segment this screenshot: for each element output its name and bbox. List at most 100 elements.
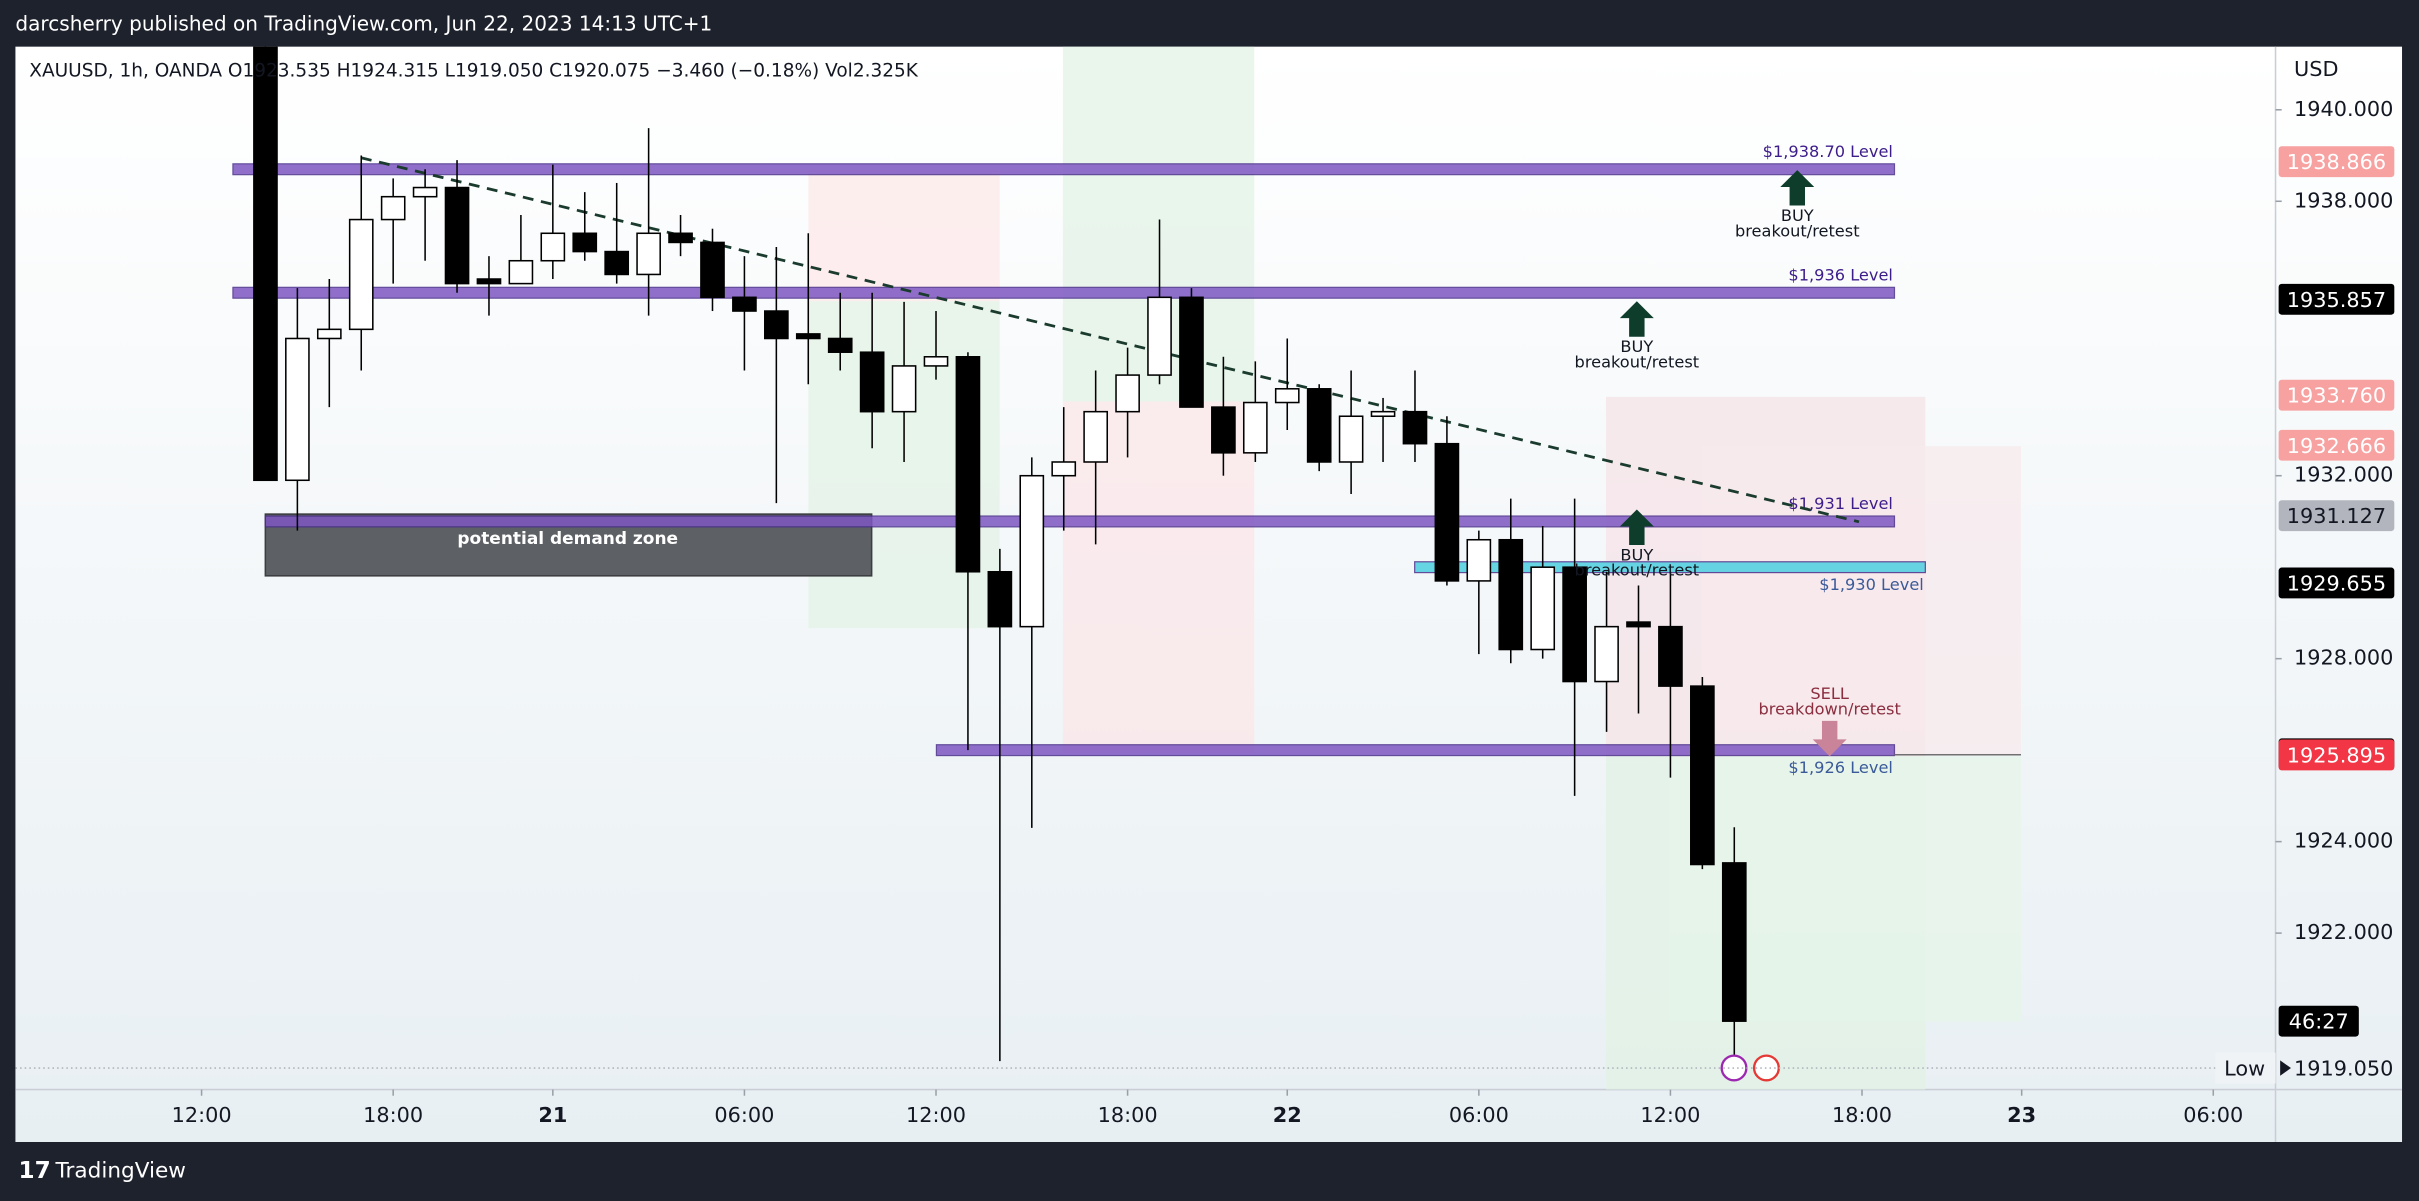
candle-body — [316, 328, 342, 340]
brand: TradingView — [55, 1158, 186, 1183]
x-tick-label: 23 — [2007, 1103, 2036, 1127]
x-tick-label: 06:00 — [2183, 1103, 2243, 1127]
level-label: $1,926 Level — [1788, 758, 1893, 777]
buy-arrow — [1780, 170, 1815, 206]
level-band — [232, 163, 1896, 176]
candle-body — [1274, 388, 1300, 404]
candle-body — [1179, 296, 1204, 408]
candle-body — [508, 259, 534, 285]
buy-arrow — [1619, 509, 1654, 545]
y-tick-label: 1922.000 — [2294, 920, 2393, 944]
buy-arrow — [1619, 301, 1654, 337]
countdown: 46:27 — [2289, 1010, 2349, 1034]
price-label-box — [2278, 500, 2395, 532]
publisher: darcsherry published on TradingView.com,… — [15, 12, 712, 36]
candle-body — [1051, 461, 1077, 477]
candle-body — [923, 356, 949, 367]
candle-body — [1690, 685, 1715, 866]
price-label-box — [2278, 283, 2395, 315]
price-label: 1925.895 — [2287, 743, 2386, 767]
candle-body — [764, 310, 789, 340]
low-label: Low — [2224, 1057, 2265, 1081]
candle-body — [955, 356, 981, 573]
price-label-box — [2278, 146, 2395, 178]
candle-body — [476, 278, 502, 285]
candle-body — [1626, 621, 1651, 628]
candle-body — [1019, 474, 1045, 628]
overlay: 1940.000 1938.000 1932.000 1928.000 1924.000… — [15, 57, 2395, 1127]
x-tick-label: 18:00 — [363, 1103, 423, 1127]
annotation-text: breakout/retest — [1575, 352, 1700, 371]
x-tick-label: 12:00 — [906, 1103, 966, 1127]
price-label-box — [2278, 739, 2395, 771]
y-tick-label: 1940.000 — [2294, 97, 2393, 121]
annotation-text: breakout/retest — [1575, 561, 1700, 580]
x-tick-label: 21 — [538, 1103, 567, 1127]
price-label-box — [2278, 567, 2395, 599]
currency: USD — [2294, 57, 2338, 81]
annotation-title: SELL — [1810, 684, 1849, 703]
y-tick-label: 1938.000 — [2294, 188, 2393, 212]
candle-body — [795, 333, 821, 340]
candle-body — [1498, 538, 1524, 651]
price-label: 1935.857 — [2287, 288, 2386, 312]
candle-body — [1306, 388, 1332, 463]
candle-body — [1658, 625, 1683, 687]
y-tick-label: 1932.000 — [2294, 463, 2393, 487]
candle-body — [540, 232, 566, 262]
level-band — [264, 515, 1896, 528]
x-tick-label: 12:00 — [172, 1103, 232, 1127]
candle-body — [1434, 442, 1460, 582]
low-value: 1919.050 — [2294, 1057, 2393, 1081]
brand-logo: 𝟭𝟳 — [19, 1158, 51, 1184]
trendline — [360, 156, 1860, 524]
candle-body — [604, 250, 630, 276]
level-label: $1,938.70 Level — [1763, 142, 1893, 161]
price-label: 1931.127 — [2287, 504, 2386, 528]
legend: XAUUSD, 1h, OANDA O1923.535 H1924.315 L1… — [29, 60, 918, 81]
candle-body — [1211, 406, 1236, 454]
price-label-box — [2278, 379, 2395, 411]
candle-body — [827, 337, 853, 353]
level-label: $1,931 Level — [1788, 494, 1893, 513]
price-label: 1933.760 — [2287, 384, 2386, 408]
annotation-title: BUY — [1620, 545, 1653, 564]
level-label: $1,936 Level — [1788, 265, 1893, 284]
candle-body — [1721, 862, 1747, 1022]
price-label: 1929.655 — [2287, 572, 2386, 596]
demand-zone-label: potential demand zone — [457, 529, 678, 549]
x-tick-label: 22 — [1273, 1103, 1302, 1127]
price-label: 1938.866 — [2287, 150, 2386, 174]
candle-body — [1083, 410, 1109, 463]
candle-body — [348, 218, 374, 331]
candle-body — [1147, 296, 1172, 376]
candle-body — [987, 570, 1013, 628]
candle-body — [1594, 625, 1619, 683]
candle-body — [1466, 538, 1492, 582]
low-box — [2215, 1052, 2276, 1084]
low-pointer — [2280, 1060, 2291, 1076]
level-band — [935, 744, 1896, 757]
candle-body — [412, 186, 438, 198]
candle-body — [1370, 410, 1396, 418]
x-tick-label: 12:00 — [1640, 1103, 1700, 1127]
countdown-box — [2278, 1005, 2359, 1037]
candle-body — [1530, 566, 1556, 651]
candle-body — [1115, 374, 1140, 413]
candle-body — [380, 195, 406, 221]
candle-body — [253, 46, 278, 482]
candle-body — [732, 296, 757, 312]
candle-body — [891, 365, 917, 413]
candle-body — [1338, 415, 1364, 463]
price-label-box — [2278, 429, 2395, 461]
x-tick-label: 06:00 — [1449, 1103, 1509, 1127]
candle-body — [1402, 410, 1428, 445]
annotation-title: BUY — [1781, 206, 1814, 225]
candle-body — [700, 241, 725, 299]
y-tick-label: 1928.000 — [2294, 646, 2393, 670]
trade-zone — [808, 170, 1000, 302]
x-tick-label: 18:00 — [1832, 1103, 1892, 1127]
price-label: 1932.666 — [2287, 434, 2386, 458]
plot: potential demand zone $1,938.70 Level $1,9… — [232, 46, 2021, 1090]
